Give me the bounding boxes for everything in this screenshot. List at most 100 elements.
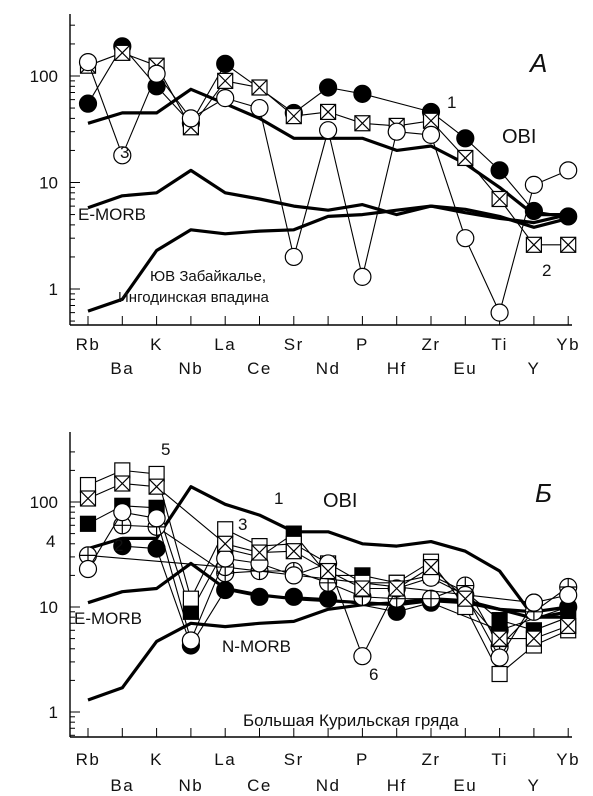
data-point-s6 — [490, 648, 509, 667]
data-point-s2 — [113, 537, 132, 556]
data-point-s2 — [320, 103, 337, 121]
data-point-s3 — [181, 109, 200, 128]
data-point-s6 — [113, 503, 132, 522]
data-point-s2 — [250, 587, 269, 606]
x-tick-label: P — [356, 335, 369, 354]
panel-label-a: А — [528, 48, 547, 78]
x-tick-label: Ce — [247, 359, 272, 378]
x-tick-label: Hf — [387, 359, 407, 378]
data-point-s6 — [559, 585, 578, 605]
y-tick-label: 1 — [49, 703, 58, 722]
axes-b: 1 10 100 Rb Ba K Nb La Ce Sr Nd P Hf Zr Eu Ti Y Yb — [30, 432, 580, 795]
data-point-s2 — [114, 44, 131, 61]
data-point-s7 — [320, 562, 337, 580]
x-tick-label: Nb — [179, 776, 204, 795]
x-tick-label: Ti — [491, 750, 508, 769]
data-point-s3 — [353, 267, 372, 286]
x-tick-label: Yb — [556, 750, 580, 769]
data-point-s1 — [456, 129, 475, 148]
data-point-s1 — [524, 201, 544, 221]
label-region-a-2: Ингодинская впадина — [118, 289, 270, 306]
data-point-s6 — [353, 647, 372, 666]
data-point-s2 — [216, 580, 235, 600]
label-nmorb-b: N-MORB — [222, 637, 291, 656]
x-tick-label: La — [214, 750, 236, 769]
sample-series-a — [78, 37, 578, 322]
y-tick-label: 10 — [39, 598, 58, 617]
data-point-s5 — [182, 590, 199, 607]
label-region-b: Большая Курильская гряда — [243, 711, 459, 730]
data-point-s2 — [457, 149, 474, 167]
series-label-a-1: 1 — [447, 93, 456, 112]
data-point-s7 — [114, 475, 131, 492]
series-label-b-5: 5 — [161, 440, 170, 459]
data-point-s7 — [491, 630, 508, 647]
series-line-ref_nmorb — [87, 597, 569, 702]
data-point-s2 — [147, 539, 166, 558]
x-tick-label: Eu — [453, 359, 477, 378]
data-point-s5 — [79, 476, 97, 494]
x-tick-label: Sr — [284, 335, 304, 354]
data-point-s3 — [524, 175, 544, 194]
sample-series-b — [78, 462, 578, 683]
data-point-s1 — [559, 207, 578, 226]
data-point-s1 — [78, 94, 98, 113]
data-point-s7 — [388, 580, 405, 597]
series-label-b-1: 1 — [274, 489, 283, 508]
data-point-s1 — [216, 54, 235, 73]
data-point-s5 — [491, 665, 508, 683]
x-tick-label: Ba — [110, 359, 134, 378]
x-tick-label: Eu — [453, 776, 477, 795]
data-point-s3 — [78, 53, 98, 72]
data-point-s2 — [251, 79, 268, 96]
x-tick-label: P — [356, 750, 369, 769]
data-point-s6 — [216, 549, 235, 568]
label-emorb-a: E-MORB — [78, 205, 146, 224]
series-line-ref_emorb — [87, 168, 569, 225]
y-tick-label: 10 — [39, 174, 58, 193]
data-point-s1 — [79, 515, 97, 532]
series-line-ref_obi — [87, 485, 569, 619]
x-tick-label: K — [150, 750, 163, 769]
data-point-s3 — [319, 121, 338, 140]
data-point-s3 — [456, 229, 475, 248]
label-emorb-b: E-MORB — [74, 609, 142, 628]
x-tick-label: K — [150, 335, 163, 354]
data-point-s2 — [354, 115, 371, 132]
data-point-s3 — [387, 122, 406, 141]
series-label-a-2: 2 — [542, 261, 551, 280]
y-tick-label: 100 — [30, 493, 58, 512]
label-obi-a: OBI — [502, 126, 536, 148]
data-point-s2 — [560, 236, 577, 253]
data-point-s3 — [284, 247, 303, 267]
y-tick-label: 100 — [30, 67, 58, 86]
data-point-s6 — [181, 631, 200, 650]
x-tick-label: Rb — [76, 750, 101, 769]
series-label-b-2: 2 — [114, 536, 123, 555]
x-tick-label: Nd — [316, 776, 341, 795]
data-point-s3 — [490, 303, 509, 322]
x-tick-label: Ti — [491, 335, 508, 354]
x-tick-label: La — [214, 335, 236, 354]
data-point-s7 — [422, 558, 440, 576]
data-point-s3 — [147, 64, 166, 83]
data-point-s2 — [491, 190, 508, 208]
data-point-s2 — [217, 72, 234, 89]
data-point-s6 — [524, 593, 544, 612]
x-tick-label: Zr — [421, 335, 440, 354]
data-point-s7 — [354, 580, 371, 597]
axes-a: 1 10 100 Rb Ba K Nb La Ce Sr Nd P Hf Zr Eu Ti Y Yb — [30, 14, 580, 378]
data-point-s7 — [217, 535, 234, 552]
data-point-s1 — [353, 84, 372, 103]
data-point-s7 — [525, 630, 543, 647]
data-point-s5 — [217, 521, 234, 538]
data-point-s6 — [147, 509, 166, 528]
x-tick-label: Rb — [76, 335, 101, 354]
x-tick-label: Yb — [556, 335, 580, 354]
data-point-s6 — [78, 559, 98, 579]
data-point-s7 — [457, 590, 474, 607]
data-point-s7 — [251, 544, 268, 561]
